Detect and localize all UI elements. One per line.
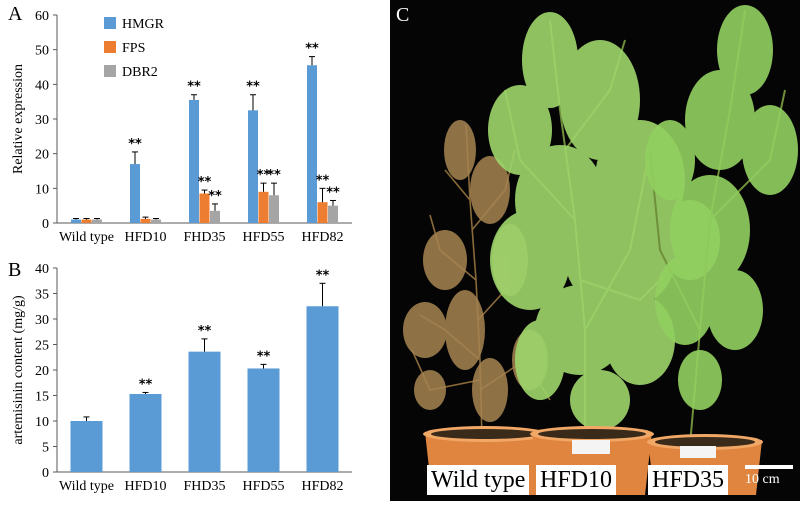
significance-mark: ** <box>316 173 330 188</box>
x-tick-label: Wild type <box>59 230 114 245</box>
bar <box>248 110 258 223</box>
bar <box>92 219 102 223</box>
y-tick-label: 20 <box>35 364 49 379</box>
y-tick-label: 15 <box>35 390 49 405</box>
charts-panel: A B 0 10 20 30 40 50 60 Relative expression Wild… <box>0 0 390 501</box>
label-wild-type: Wild type <box>427 465 530 495</box>
significance-mark: ** <box>187 80 201 95</box>
bar <box>71 219 81 223</box>
y-tick-label: 40 <box>35 262 49 277</box>
bar <box>188 351 221 472</box>
panel-letter-a: A <box>8 3 23 25</box>
y-tick-label: 10 <box>35 182 49 197</box>
x-tick-label: Wild type <box>59 479 114 494</box>
x-tick-label: FHD35 <box>183 230 225 245</box>
significance-mark: ** <box>208 189 222 204</box>
scale-bar <box>745 465 793 469</box>
significance-mark: ** <box>267 168 281 183</box>
panel-letter-c: C <box>396 4 410 26</box>
y-tick-label: 5 <box>42 441 49 456</box>
photo-panel-c: C <box>390 0 800 501</box>
bar <box>317 202 328 223</box>
x-tick-label: HFD82 <box>301 479 343 494</box>
y-tick-label: 30 <box>35 313 49 328</box>
bar <box>70 421 103 472</box>
panel-letter-b: B <box>8 259 22 281</box>
bar <box>307 65 317 224</box>
legend-swatch-dbr2 <box>104 65 116 77</box>
bar <box>247 368 280 472</box>
x-tick-label: HFD10 <box>124 479 166 494</box>
significance-mark: ** <box>326 185 340 200</box>
plants-photo <box>403 5 798 495</box>
scale-bar-label: 10 cm <box>745 472 780 487</box>
bar <box>210 210 220 223</box>
x-tick-label: HFD10 <box>124 230 166 245</box>
y-tick-label: 40 <box>35 78 49 93</box>
y-tick-label: 0 <box>42 217 49 232</box>
significance-mark: ** <box>316 268 330 283</box>
y-tick-label: 10 <box>35 415 49 430</box>
bar <box>130 164 140 223</box>
y-tick-label: 25 <box>35 339 49 354</box>
y-tick-label: 35 <box>35 288 49 303</box>
y-tick-label: 60 <box>35 9 49 24</box>
x-tick-label: FHD35 <box>183 479 225 494</box>
legend-swatch-fps <box>104 41 116 53</box>
bar <box>189 99 199 223</box>
bar <box>306 306 339 472</box>
y-tick-label: 0 <box>42 466 49 481</box>
bar <box>328 205 338 223</box>
bar <box>269 195 279 223</box>
bar <box>129 393 162 472</box>
significance-mark: ** <box>257 349 271 364</box>
x-tick-label: HFD55 <box>242 479 284 494</box>
significance-mark: ** <box>198 175 212 190</box>
x-tick-label: HFD55 <box>242 230 284 245</box>
significance-mark: ** <box>305 42 319 57</box>
significance-mark: ** <box>198 324 212 339</box>
bar <box>140 218 151 223</box>
significance-mark: ** <box>246 80 260 95</box>
x-tick-label: HFD82 <box>301 230 343 245</box>
y-axis-label-1: artemisinin content (mg/g) <box>11 295 26 445</box>
bar <box>258 191 269 223</box>
label-hfd35: HFD35 <box>648 465 729 495</box>
legend-label-fps: FPS <box>122 41 145 56</box>
significance-mark: ** <box>257 168 271 183</box>
y-tick-label: 30 <box>35 113 49 128</box>
bar <box>199 193 210 223</box>
significance-mark: ** <box>128 137 142 152</box>
legend-swatch-hmgr <box>104 17 116 29</box>
y-axis-label-0: Relative expression <box>11 64 26 174</box>
bar <box>151 219 161 223</box>
y-tick-label: 50 <box>35 44 49 59</box>
legend-label-dbr2: DBR2 <box>122 65 158 80</box>
bar <box>81 219 92 223</box>
significance-mark: ** <box>139 377 153 392</box>
y-tick-label: 20 <box>35 148 49 163</box>
legend-label-hmgr: HMGR <box>122 17 165 32</box>
label-hfd10: HFD10 <box>536 465 617 495</box>
